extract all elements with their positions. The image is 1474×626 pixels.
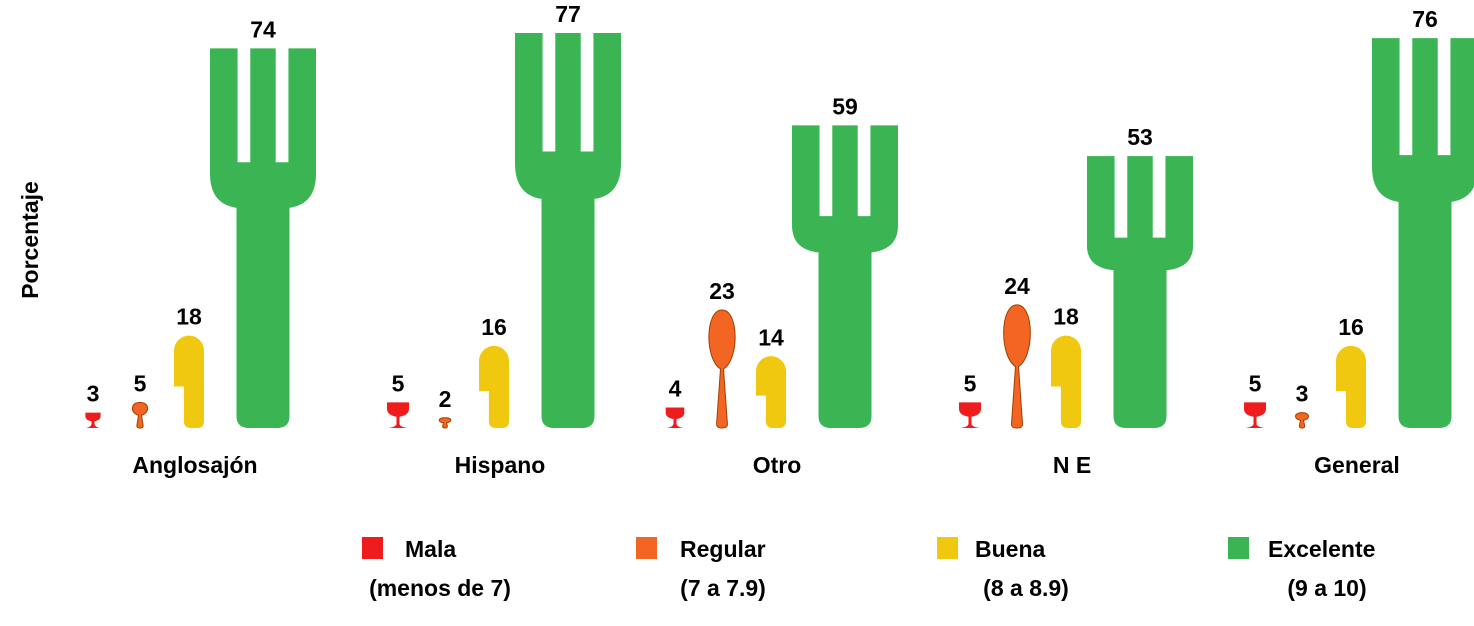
- value-label: 5: [1249, 370, 1262, 396]
- spoon: [1294, 412, 1310, 429]
- legend-label: Excelente: [1268, 536, 1375, 562]
- x-tick-label: General: [1314, 452, 1400, 478]
- legend-label: Mala: [405, 536, 456, 562]
- value-label: 18: [1053, 304, 1079, 330]
- fork: [792, 125, 898, 428]
- glass: [959, 402, 981, 428]
- value-label: 5: [964, 370, 977, 396]
- legend-label: Regular: [680, 536, 766, 562]
- x-tick-label: N E: [1053, 452, 1091, 478]
- legend-label: Buena: [975, 536, 1046, 562]
- value-label: 5: [134, 370, 147, 396]
- knife: [1336, 345, 1366, 428]
- x-tick-label: Hispano: [455, 452, 546, 478]
- value-label: 76: [1412, 6, 1438, 32]
- legend-range: (7 a 7.9): [680, 575, 766, 601]
- value-label: 77: [555, 1, 581, 27]
- fork: [1087, 156, 1193, 429]
- value-label: 16: [1338, 314, 1364, 340]
- value-label: 59: [832, 93, 858, 119]
- legend-swatch: [937, 537, 958, 559]
- value-label: 23: [709, 278, 735, 304]
- glass: [1244, 402, 1266, 428]
- legend-range: (menos de 7): [369, 575, 511, 601]
- knife: [479, 345, 509, 428]
- value-label: 24: [1004, 273, 1030, 299]
- fork: [1372, 38, 1474, 428]
- y-axis-label: Porcentaje: [17, 181, 43, 299]
- knife: [756, 356, 786, 428]
- value-label: 14: [758, 324, 784, 350]
- legend-range: (8 a 8.9): [983, 575, 1069, 601]
- knife: [174, 335, 204, 428]
- legend-swatch: [636, 537, 657, 559]
- legend-swatch: [362, 537, 383, 559]
- x-tick-label: Otro: [753, 452, 802, 478]
- value-label: 3: [87, 381, 100, 407]
- value-label: 2: [439, 386, 452, 412]
- legend-range: (9 a 10): [1287, 575, 1366, 601]
- value-label: 3: [1296, 381, 1309, 407]
- spoon: [1003, 304, 1031, 429]
- glass: [387, 402, 409, 428]
- value-label: 18: [176, 304, 202, 330]
- x-tick-label: Anglosajón: [132, 452, 257, 478]
- value-label: 5: [392, 370, 405, 396]
- spoon: [708, 309, 736, 429]
- glass: [665, 407, 685, 428]
- value-label: 4: [669, 376, 682, 402]
- value-label: 74: [250, 16, 276, 42]
- value-label: 53: [1127, 124, 1153, 150]
- value-label: 16: [481, 314, 507, 340]
- spoon: [438, 417, 452, 429]
- fork: [210, 48, 316, 428]
- legend-swatch: [1228, 537, 1249, 559]
- fork: [515, 32, 621, 429]
- spoon: [131, 401, 149, 429]
- glass: [85, 412, 101, 428]
- knife: [1051, 335, 1081, 428]
